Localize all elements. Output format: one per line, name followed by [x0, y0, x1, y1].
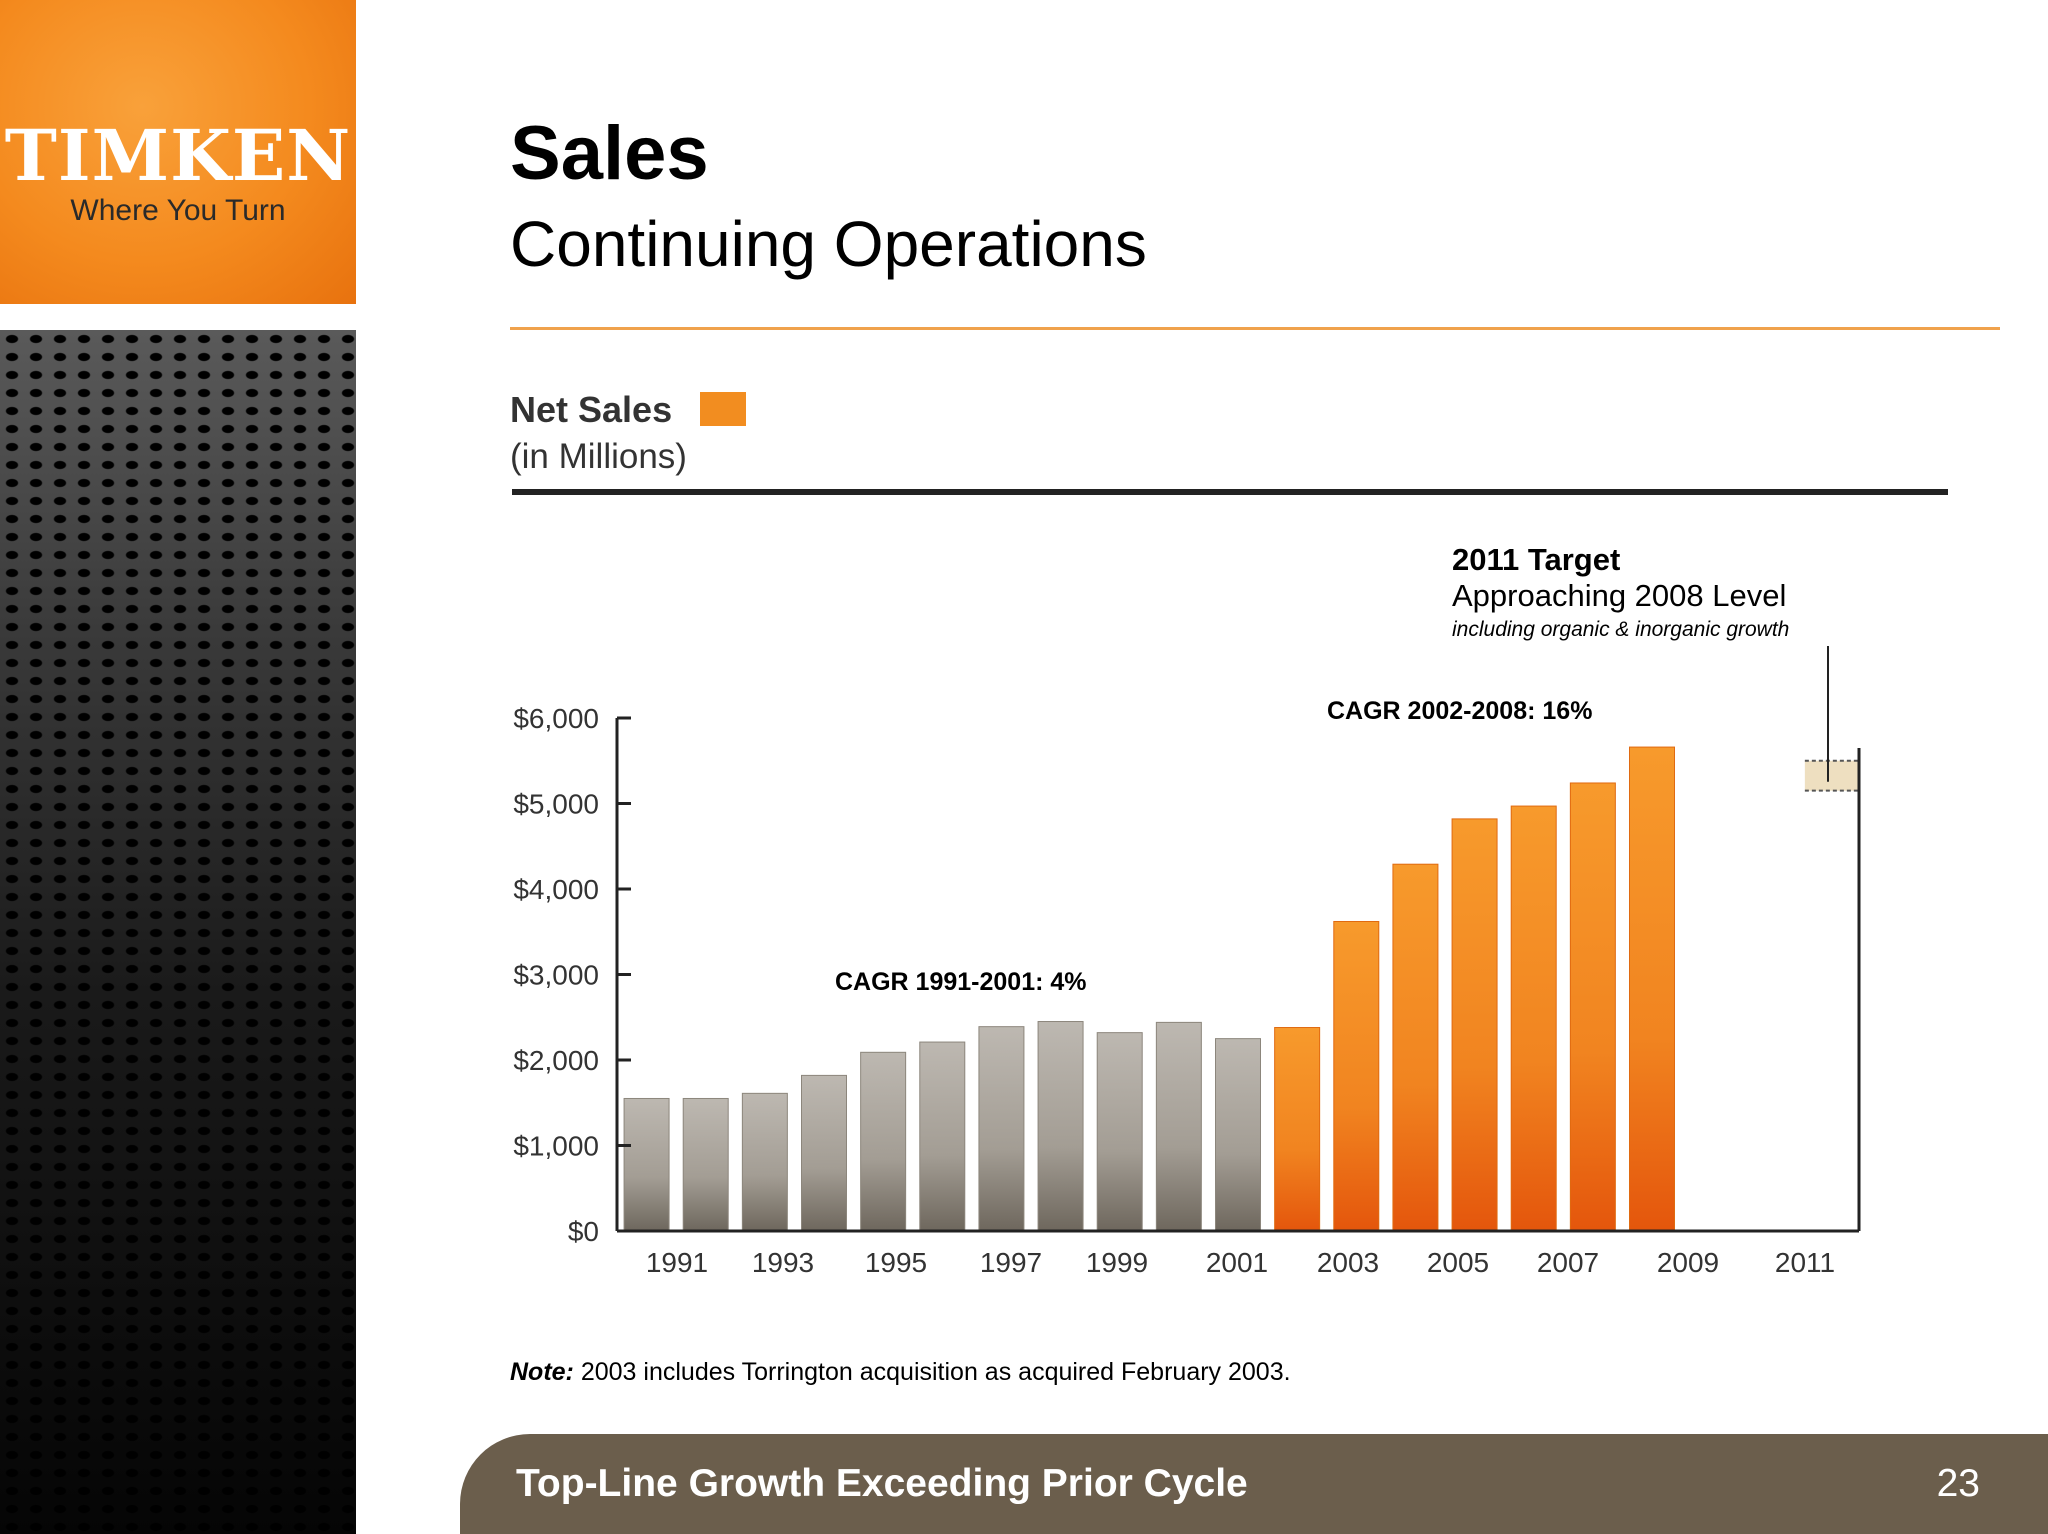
x-tick-label: 2007: [1537, 1247, 1599, 1278]
bar-2006: [1510, 805, 1557, 1232]
x-tick-label: 1997: [980, 1247, 1042, 1278]
legend-title: Net Sales: [510, 389, 673, 430]
note-label: Note:: [510, 1358, 574, 1386]
bar-1997: [978, 1026, 1025, 1232]
x-tick-label: 2001: [1206, 1247, 1268, 1278]
bar-1992: [682, 1097, 729, 1232]
y-tick-label: $2,000: [513, 1045, 599, 1076]
bar-1999: [1096, 1032, 1143, 1232]
page-number: 23: [1936, 1462, 1980, 1505]
x-tick-label: 1999: [1086, 1247, 1148, 1278]
target-title: 2011 Target: [1452, 542, 1621, 577]
logo-tagline: Where You Turn: [70, 194, 286, 227]
slide-title: Sales: [510, 111, 709, 196]
chart-labels: $0 $1,000 $2,000 $3,000 $4,000 $5,000 $6,000 19…: [513, 703, 1835, 1278]
bar-1998: [1037, 1021, 1084, 1232]
target-band-2011: [1804, 760, 1859, 791]
footnote: Note: 2003 includes Torrington acquisiti…: [510, 1358, 1291, 1387]
x-tick-label: 1993: [752, 1247, 814, 1278]
y-tick-label: $3,000: [513, 960, 599, 991]
legend-swatch: [700, 392, 746, 426]
bar-1996: [919, 1041, 966, 1232]
note-text: 2003 includes Torrington acquisition as …: [580, 1358, 1291, 1386]
target-annotation: 2011 Target Approaching 2008 Level inclu…: [1452, 542, 1789, 646]
bar-1994: [801, 1074, 847, 1232]
sidebar-gap: [0, 304, 356, 330]
x-tick-label: 2005: [1427, 1247, 1489, 1278]
legend-divider: [512, 489, 1948, 495]
footer-text: Top-Line Growth Exceeding Prior Cycle: [516, 1462, 1248, 1505]
bar-2001: [1215, 1038, 1261, 1232]
title-divider: [510, 327, 2000, 330]
bar-2003: [1333, 920, 1380, 1232]
logo-panel: TIMKEN Where You Turn: [0, 0, 356, 304]
y-tick-label: $4,000: [513, 874, 599, 905]
slide-subtitle: Continuing Operations: [510, 208, 1147, 280]
y-tick-label: $0: [568, 1216, 599, 1247]
chart-bars: [623, 646, 1859, 1232]
bar-2008: [1629, 746, 1675, 1232]
x-tick-label: 2011: [1775, 1247, 1835, 1278]
bar-2000: [1155, 1021, 1202, 1232]
x-tick-label: 2003: [1317, 1247, 1379, 1278]
footer-bar: Top-Line Growth Exceeding Prior Cycle 23: [460, 1434, 2048, 1534]
bar-1995: [860, 1051, 907, 1232]
chart-axes: [615, 716, 1861, 1233]
y-tick-label: $1,000: [513, 1131, 599, 1162]
bar-2004: [1392, 863, 1439, 1232]
bar-2005: [1451, 818, 1498, 1232]
legend-units: (in Millions): [510, 437, 687, 476]
y-tick-label: $5,000: [513, 789, 599, 820]
x-tick-label: 1991: [646, 1247, 708, 1278]
sidebar-pattern: [0, 330, 356, 1534]
bar-2007: [1569, 782, 1616, 1232]
target-subtitle: Approaching 2008 Level: [1452, 578, 1787, 613]
bar-1993: [741, 1092, 788, 1232]
x-tick-label: 1995: [865, 1247, 927, 1278]
target-note: including organic & inorganic growth: [1452, 618, 1790, 641]
x-tick-label: 2009: [1657, 1247, 1719, 1278]
bar-1991: [623, 1097, 670, 1232]
timken-logo: TIMKEN: [4, 114, 352, 197]
bar-2002: [1274, 1027, 1321, 1232]
cagr-late-label: CAGR 2002-2008: 16%: [1327, 697, 1593, 725]
cagr-early-label: CAGR 1991-2001: 4%: [835, 968, 1087, 996]
y-tick-label: $6,000: [513, 703, 599, 734]
